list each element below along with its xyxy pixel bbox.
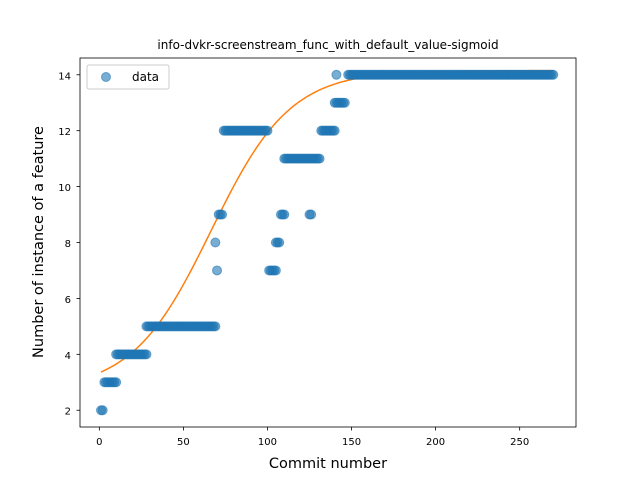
data-point [141,349,152,360]
y-tick-label: 10 [58,183,71,194]
y-tick-label: 12 [58,127,71,138]
x-tick-label: 200 [426,437,445,448]
y-tick-label: 6 [65,295,71,306]
y-axis: 2 4 6 8 10 12 14 [58,71,80,418]
y-axis-label: Number of instance of a feature [31,126,47,358]
data-point [217,209,228,220]
data-point [331,69,342,80]
data-point [279,209,290,220]
x-tick-label: 0 [96,437,102,448]
plot-area [80,58,576,427]
chart-title: info-dvkr-screenstream_func_with_default… [157,38,498,52]
data-point [270,265,281,276]
x-tick-label: 50 [177,437,190,448]
data-point [97,405,108,416]
y-tick-label: 4 [65,351,71,362]
data-point [274,237,285,248]
legend-label-data: data [132,70,159,84]
data-point [262,125,273,136]
data-point [306,209,317,220]
legend: data [86,64,170,90]
legend-box [86,64,170,90]
data-point [329,125,340,136]
x-tick-label: 150 [342,437,361,448]
x-axis: 0 50 100 150 200 250 [96,427,529,448]
data-point [339,97,350,108]
x-tick-label: 250 [510,437,529,448]
x-axis-label: Commit number [269,456,387,472]
points-layer [96,69,559,416]
y-tick-label: 14 [58,71,71,82]
legend-marker-data [101,72,111,82]
y-tick-label: 8 [65,239,71,250]
data-point [212,265,223,276]
x-tick-label: 100 [258,437,277,448]
data-point [111,377,122,388]
data-point [210,237,221,248]
data-point [548,69,559,80]
data-point [314,153,325,164]
data-point [210,321,221,332]
y-tick-label: 2 [65,407,71,418]
